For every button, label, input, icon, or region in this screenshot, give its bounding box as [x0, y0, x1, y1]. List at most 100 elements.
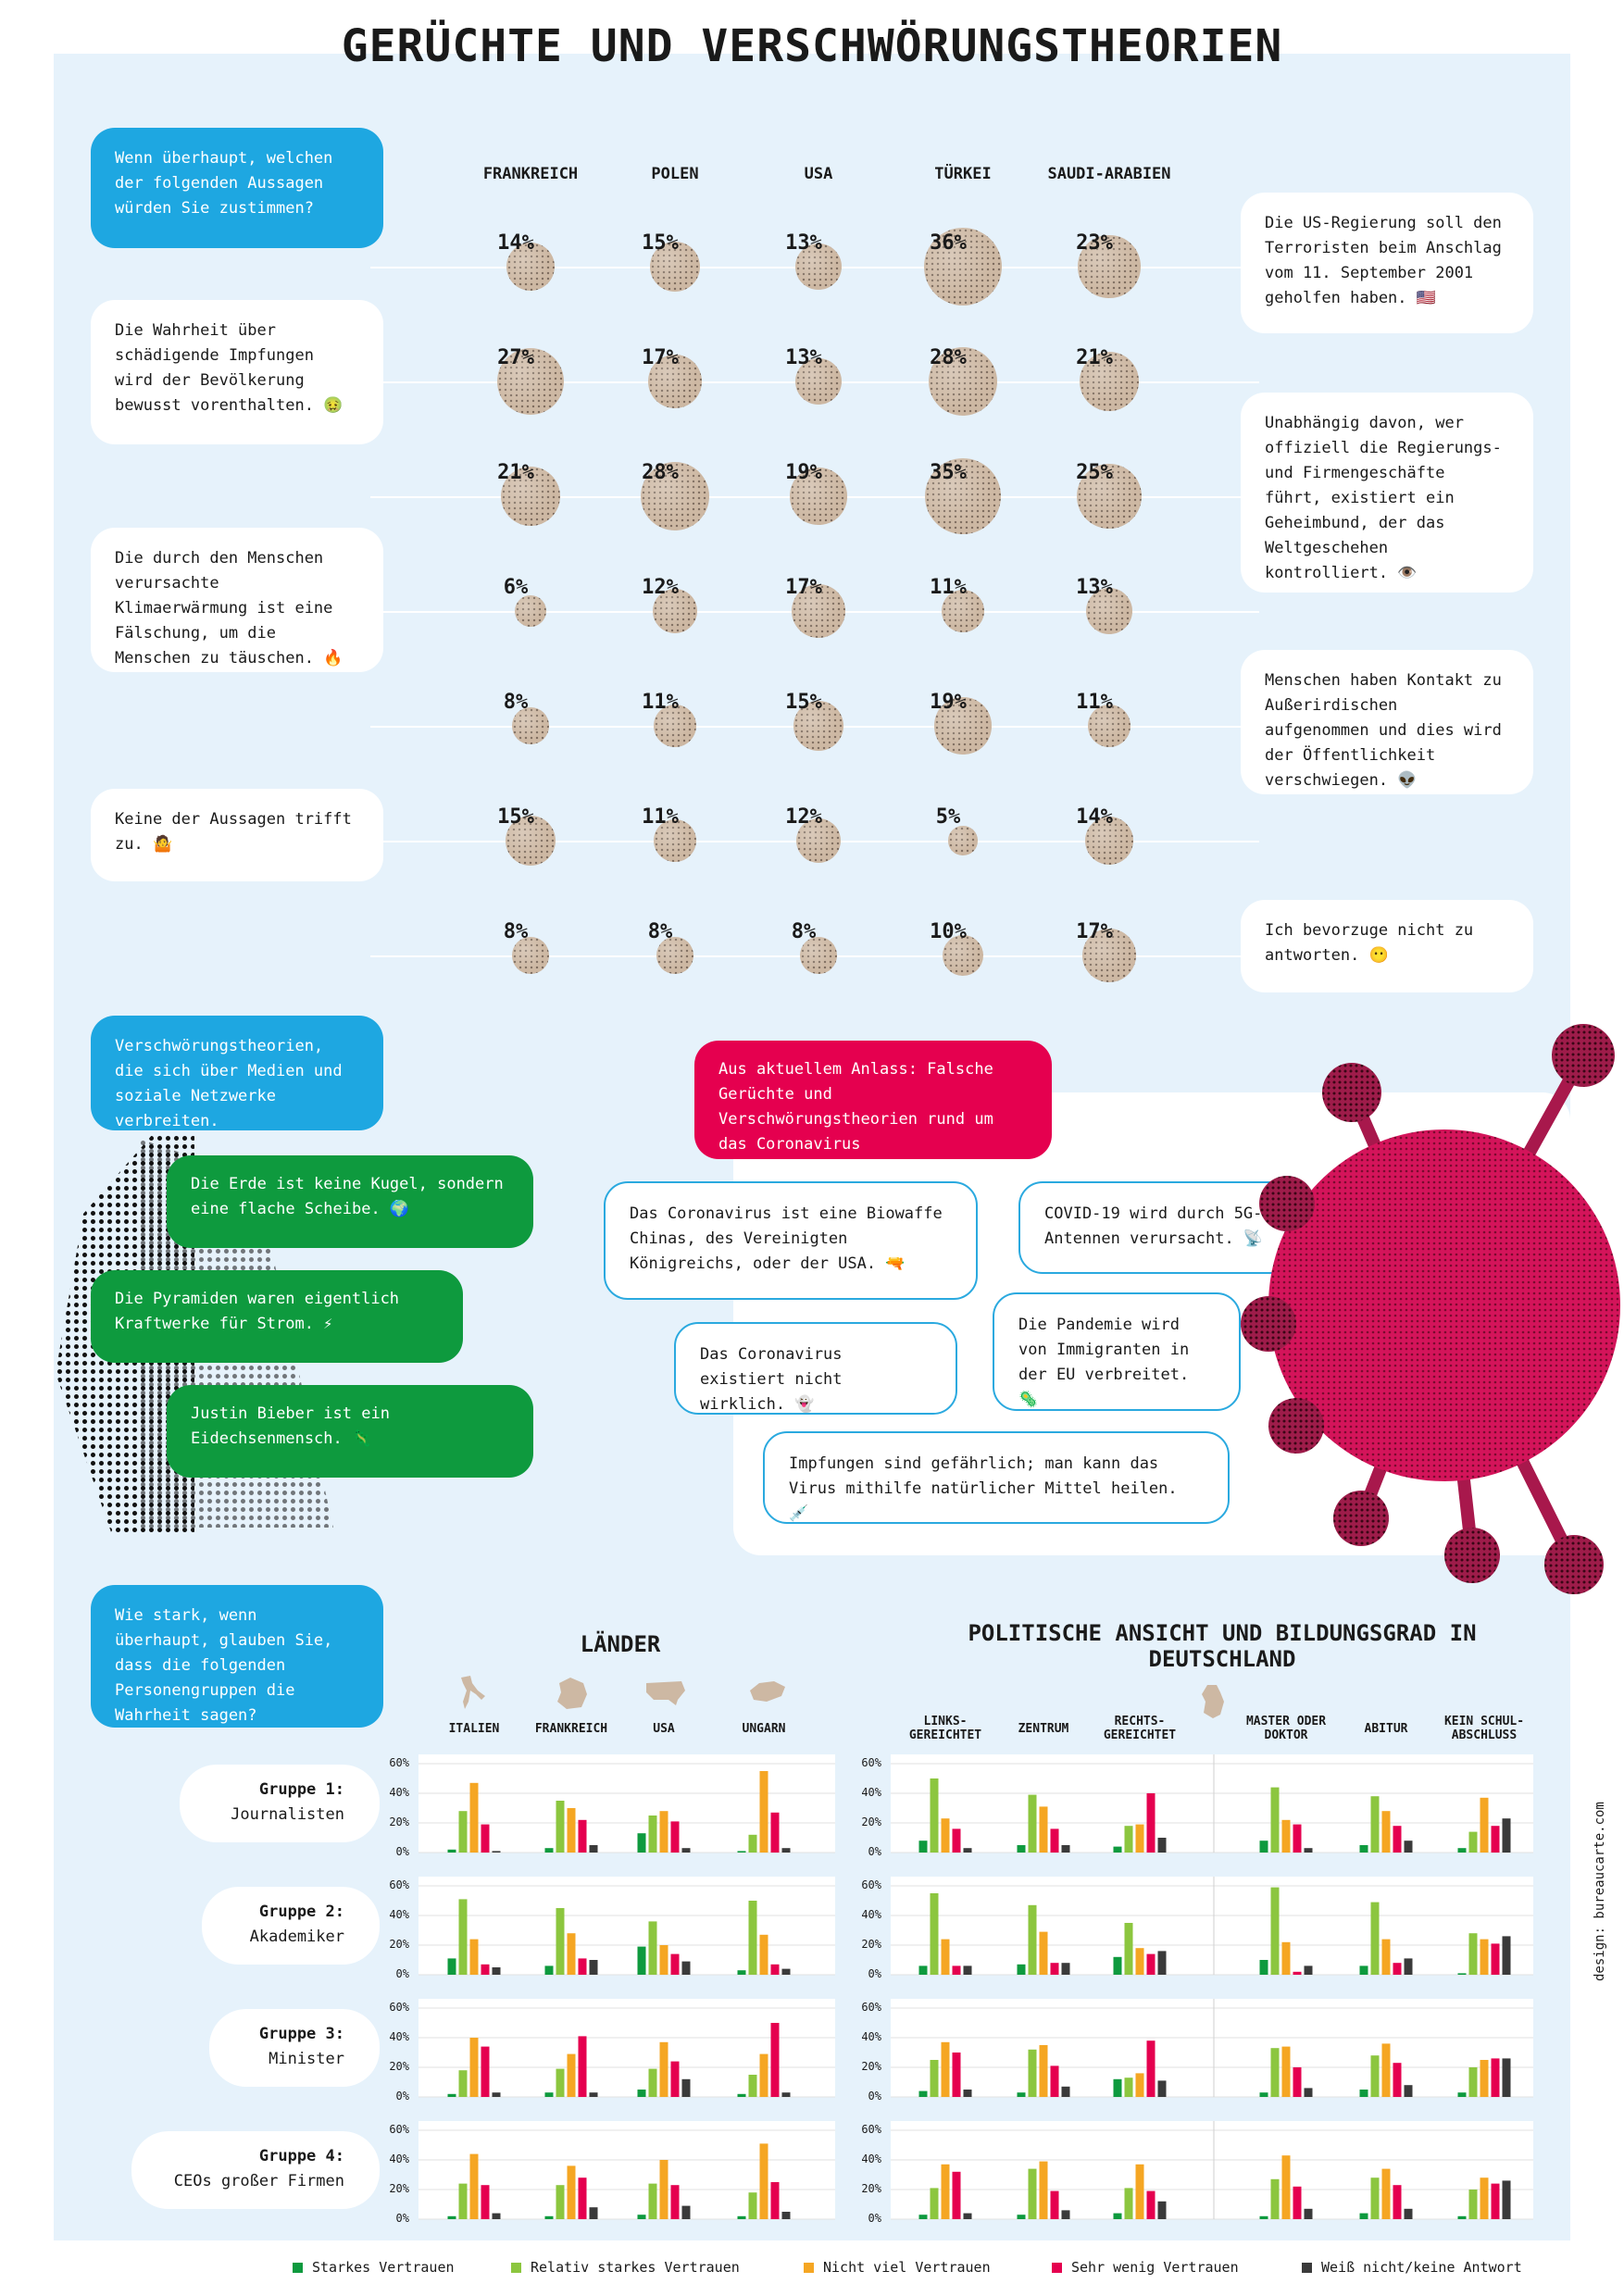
- trust-bar: [481, 2046, 490, 2097]
- social-header: Verschwörungstheorien, die sich über Med…: [115, 1037, 343, 1130]
- y-tick-label: 20%: [389, 2060, 409, 2073]
- trust-bar: [1359, 1965, 1368, 1975]
- trust-question-bubble: Wie stark, wenn überhaupt, glauben Sie, …: [91, 1585, 383, 1728]
- y-tick-label: 60%: [389, 2123, 409, 2136]
- survey-bubble: [792, 584, 845, 638]
- trust-bar: [1270, 2048, 1280, 2097]
- trust-bar: [544, 1965, 554, 1975]
- trust-bar: [963, 1848, 972, 1853]
- trust-bar: [567, 2053, 576, 2097]
- trust-bar: [918, 1841, 928, 1853]
- trust-bar: [1270, 1887, 1280, 1975]
- survey-percent-label: 13%: [785, 346, 822, 369]
- trust-bar: [941, 1939, 950, 1975]
- chart-panel-bg: [891, 1877, 1533, 1975]
- trust-chart-svg: [891, 1754, 1533, 2220]
- trust-bar: [918, 2090, 928, 2097]
- trust-bar: [1039, 1931, 1048, 1975]
- trust-bar: [1259, 2215, 1268, 2219]
- survey-bubble: [800, 937, 837, 974]
- group-name-2: Akademiker: [249, 1928, 344, 1946]
- survey-percent-label: 8%: [791, 920, 817, 943]
- survey-bubble: [1084, 816, 1134, 866]
- trust-bar: [469, 2153, 479, 2219]
- trust-bar: [637, 2090, 646, 2097]
- survey-bubble: [941, 589, 985, 633]
- trust-bar: [1124, 2188, 1133, 2219]
- trust-bar: [737, 2093, 746, 2097]
- trust-bar: [447, 2093, 456, 2097]
- trust-bar: [481, 1824, 490, 1853]
- trust-bar: [963, 2090, 972, 2097]
- trust-bar: [681, 2078, 691, 2097]
- trust-bar: [1270, 1787, 1280, 1853]
- legend-swatch-1: [293, 2263, 303, 2273]
- survey-percent-label: 15%: [785, 691, 822, 714]
- y-tick-label: 0%: [395, 2212, 409, 2225]
- trust-bar: [759, 1771, 768, 1853]
- trust-bar: [578, 2177, 587, 2219]
- survey-percent-label: 5%: [935, 805, 961, 829]
- trust-bar: [1468, 2190, 1478, 2219]
- trust-bar: [681, 1848, 691, 1853]
- y-tick-label: 60%: [389, 1878, 409, 1891]
- corona-item-4: Die Pandemie wird von Immigranten in der…: [993, 1292, 1241, 1411]
- trust-bar: [1304, 2208, 1313, 2219]
- trust-bar: [770, 2182, 780, 2219]
- design-credit: design: bureaucarte.com: [1593, 1802, 1607, 1981]
- chart-panel-bg: [891, 1754, 1533, 1853]
- trust-bar: [1135, 1824, 1144, 1853]
- trust-bar: [941, 1818, 950, 1853]
- survey-bubble: [1077, 464, 1142, 529]
- trust-bar: [1039, 1806, 1048, 1853]
- trust-bar: [918, 2215, 928, 2219]
- trust-bar: [1124, 1826, 1133, 1853]
- trust-bar: [1293, 1971, 1302, 1975]
- survey-bubble: [648, 355, 702, 408]
- trust-bar: [648, 1921, 657, 1975]
- trust-bar: [1457, 2215, 1467, 2219]
- statement-bubble-5: Menschen haben Kontakt zu Außerirdischen…: [1241, 650, 1533, 794]
- survey-percent-label: 21%: [1076, 346, 1113, 369]
- trust-bar: [1304, 1848, 1313, 1853]
- y-tick-label: 20%: [861, 1938, 881, 1951]
- trust-bar: [670, 1821, 680, 1853]
- trust-bar: [1146, 2040, 1156, 2097]
- trust-bar: [930, 2188, 939, 2219]
- y-tick-label: 20%: [861, 2060, 881, 2073]
- trust-bar: [1039, 2161, 1048, 2219]
- statement-text-5: Menschen haben Kontakt zu Außerirdischen…: [1265, 671, 1502, 790]
- col-label-links: LINKS-GEREICHTET: [908, 1715, 982, 1742]
- trust-bar: [930, 2060, 939, 2097]
- trust-bar: [1304, 2088, 1313, 2097]
- trust-bar: [481, 1964, 490, 1975]
- trust-bar: [1491, 2058, 1500, 2097]
- survey-bubble: [514, 594, 547, 628]
- trust-bar: [1359, 1845, 1368, 1853]
- trust-bar: [659, 1811, 668, 1853]
- statement-text-3: Unabhängig davon, wer offiziell die Regi…: [1265, 414, 1502, 582]
- trust-bar: [1491, 2183, 1500, 2219]
- social-item-text-2: Die Pyramiden waren eigentlich Kraftwerk…: [115, 1290, 400, 1333]
- survey-bubble: [1082, 929, 1136, 982]
- survey-percent-label: 12%: [785, 805, 822, 829]
- survey-percent-label: 13%: [1076, 576, 1113, 599]
- trust-bar: [589, 2092, 598, 2097]
- group-label-3: Gruppe 3:: [258, 2025, 344, 2043]
- trust-bar: [589, 2207, 598, 2219]
- trust-bar: [1028, 2168, 1037, 2219]
- group-name-1: Journalisten: [231, 1805, 344, 1824]
- trust-question: Wie stark, wenn überhaupt, glauben Sie, …: [115, 1606, 333, 1725]
- social-item-1: Die Erde ist keine Kugel, sondern eine f…: [167, 1155, 533, 1248]
- trust-bar: [637, 1946, 646, 1975]
- legend-label-2: Relativ starkes Vertrauen: [531, 2259, 740, 2276]
- trust-bar: [1281, 2155, 1291, 2219]
- trust-bar: [930, 1778, 939, 1853]
- trust-bar: [1359, 2213, 1368, 2219]
- trust-bar: [1135, 2073, 1144, 2097]
- trust-bar: [1370, 1796, 1380, 1853]
- survey-percent-label: 6%: [503, 576, 529, 599]
- col-label-ungarn: UNGARN: [742, 1722, 786, 1736]
- trust-bar: [759, 2053, 768, 2097]
- trust-bar: [681, 2205, 691, 2219]
